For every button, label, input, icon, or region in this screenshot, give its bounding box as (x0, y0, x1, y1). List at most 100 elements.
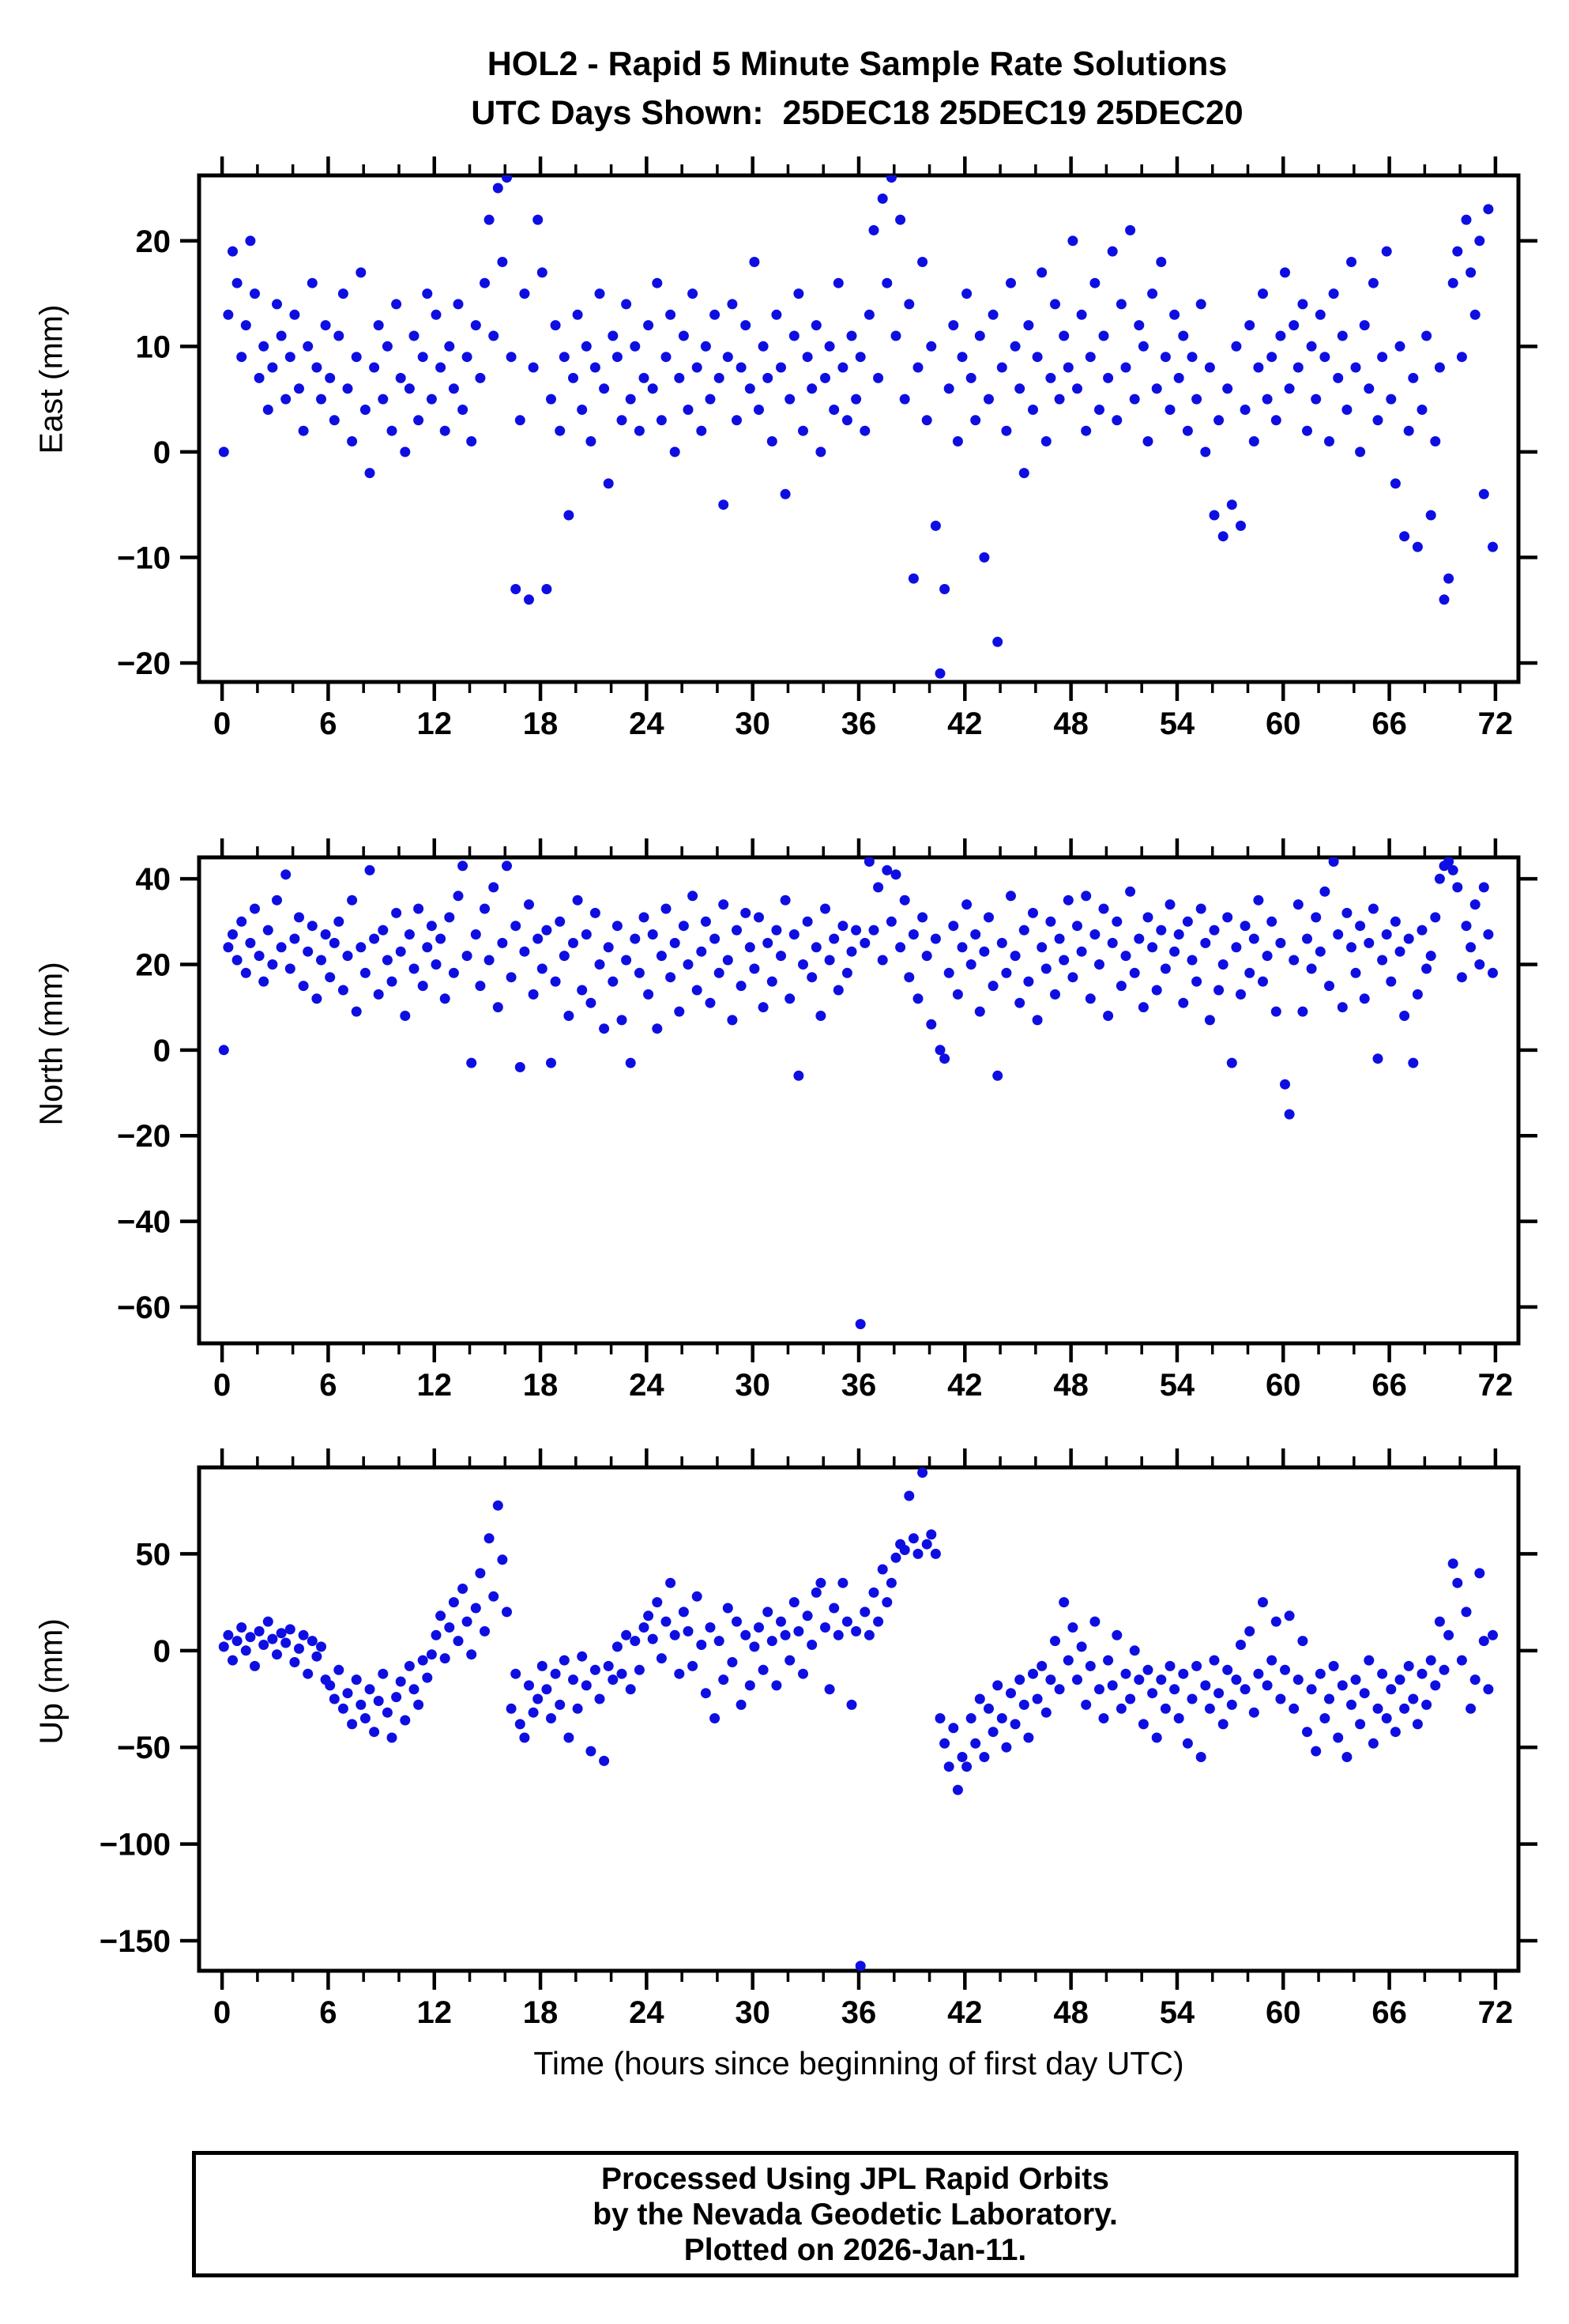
data-point (705, 997, 716, 1008)
data-point (899, 895, 910, 906)
data-point (1302, 933, 1312, 944)
data-point (448, 1597, 459, 1608)
data-point (665, 1577, 676, 1588)
data-point (223, 1629, 234, 1640)
data-point (1165, 1660, 1176, 1671)
data-point (647, 383, 658, 394)
x-tick-label: 66 (1371, 1995, 1407, 2030)
data-point (1266, 352, 1277, 363)
data-point (1289, 955, 1300, 966)
x-tick-label: 36 (841, 1995, 877, 2030)
y-tick-label: −20 (117, 1119, 171, 1154)
data-point (1315, 946, 1326, 957)
data-point (1456, 352, 1467, 363)
data-point (948, 1723, 959, 1734)
data-point (1377, 352, 1388, 363)
data-point (1275, 330, 1286, 341)
data-point (466, 1057, 477, 1068)
data-point (475, 372, 486, 383)
data-point (1390, 478, 1401, 489)
data-point (643, 989, 654, 1000)
data-point (882, 277, 893, 288)
data-point (811, 1587, 822, 1598)
data-point (1262, 394, 1273, 405)
data-point (555, 916, 566, 927)
data-point (497, 257, 508, 267)
data-point (1394, 1674, 1405, 1686)
data-point (519, 1732, 530, 1743)
data-point (740, 1629, 751, 1640)
data-point (1430, 912, 1441, 923)
data-point (1425, 510, 1436, 521)
data-point (935, 668, 946, 679)
north-plot: 0 6 12 18 24 30 36 42 48 54 60 66 72 40 20 0 −20 −40 −60 (117, 838, 1537, 1403)
data-point (970, 929, 981, 940)
data-point (528, 989, 539, 1000)
data-point (665, 972, 676, 983)
data-point (1341, 405, 1353, 415)
data-point (1439, 1664, 1450, 1675)
data-point (1112, 916, 1123, 927)
data-point (762, 937, 773, 948)
data-point (1081, 891, 1092, 902)
data-point (453, 299, 464, 310)
data-point (630, 933, 641, 944)
data-point (921, 415, 932, 426)
data-point (1018, 1699, 1029, 1710)
x-tick-label: 54 (1160, 1995, 1195, 2030)
data-point (347, 1719, 358, 1730)
data-point (303, 341, 314, 352)
data-point (457, 405, 468, 415)
data-point (930, 933, 941, 944)
data-point (337, 288, 348, 299)
data-point (1483, 929, 1494, 940)
data-point (555, 425, 566, 436)
data-point (1134, 1674, 1145, 1686)
data-point (638, 912, 649, 923)
data-point (231, 277, 243, 288)
data-point (1280, 267, 1290, 278)
data-point (727, 1015, 738, 1026)
data-point (824, 341, 835, 352)
data-point (1394, 946, 1405, 957)
data-point (1151, 1732, 1162, 1743)
data-point (1059, 330, 1070, 341)
x-tick-label: 42 (947, 1368, 983, 1403)
data-point (1018, 925, 1029, 936)
data-point (820, 903, 830, 914)
data-point (572, 309, 583, 320)
chart-subtitle: UTC Days Shown: 25DEC18 25DEC19 25DEC20 (471, 94, 1244, 132)
x-tick-label: 12 (416, 1995, 452, 2030)
data-point (231, 955, 243, 966)
data-point (1120, 951, 1131, 962)
data-point (886, 916, 897, 927)
data-point (807, 972, 818, 983)
data-point (546, 394, 556, 405)
data-point (740, 907, 751, 918)
data-point (1253, 895, 1264, 906)
data-point (528, 362, 539, 373)
data-point (1337, 1002, 1348, 1013)
data-point (1403, 933, 1414, 944)
data-point (303, 946, 314, 957)
data-point (395, 946, 406, 957)
data-point (855, 1319, 866, 1330)
data-point (935, 1713, 946, 1723)
data-point (254, 372, 265, 383)
data-point (908, 1533, 919, 1544)
data-point (749, 257, 760, 267)
data-point (378, 394, 389, 405)
data-point (1253, 1668, 1264, 1679)
data-point (223, 309, 234, 320)
data-point (1443, 573, 1454, 584)
data-point (408, 1684, 420, 1695)
data-point (1112, 1629, 1123, 1640)
data-point (1187, 352, 1198, 363)
data-point (1173, 1713, 1184, 1723)
data-point (846, 330, 857, 341)
data-point (952, 436, 963, 446)
data-point (1001, 967, 1012, 978)
data-point (762, 372, 773, 383)
data-point (1182, 1738, 1193, 1749)
data-point (660, 903, 672, 914)
